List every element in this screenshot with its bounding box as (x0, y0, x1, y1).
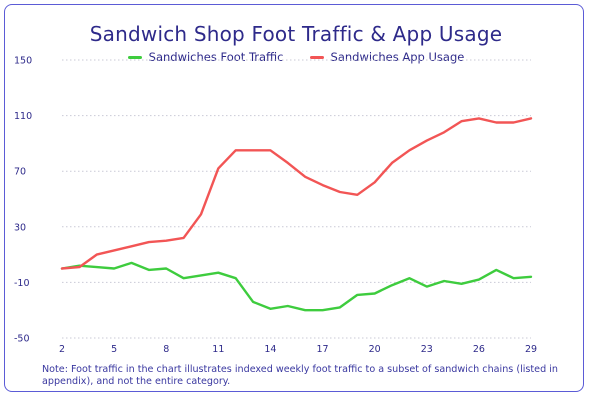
x-tick-label: 14 (264, 344, 276, 355)
x-tick-label: 17 (317, 344, 329, 355)
y-tick-label: -10 (14, 278, 30, 289)
legend-swatch-foot-traffic (127, 55, 142, 59)
series-line-app-usage (60, 117, 533, 270)
x-tick-label: 5 (111, 344, 117, 355)
x-tick-label: 26 (473, 344, 485, 355)
y-tick-label: 110 (14, 111, 32, 122)
y-tick-label: 70 (14, 167, 26, 178)
y-tick-label: 30 (14, 222, 26, 233)
y-tick-label: -50 (14, 334, 30, 345)
x-tick-label: 29 (525, 344, 537, 355)
footnote: Note: Foot traffic in the chart illustra… (42, 364, 558, 387)
x-tick-label: 11 (212, 344, 224, 355)
series-line-foot-traffic (60, 261, 533, 312)
x-tick-label: 8 (163, 344, 169, 355)
x-tick-label: 20 (369, 344, 381, 355)
x-tick-label: 23 (421, 344, 433, 355)
y-tick-label: 150 (14, 56, 32, 67)
chart-frame (4, 4, 584, 392)
legend-swatch-app-usage (309, 55, 324, 59)
chart-title: Sandwich Shop Foot Traffic & App Usage (89, 22, 503, 46)
x-tick-label: 2 (59, 344, 65, 355)
